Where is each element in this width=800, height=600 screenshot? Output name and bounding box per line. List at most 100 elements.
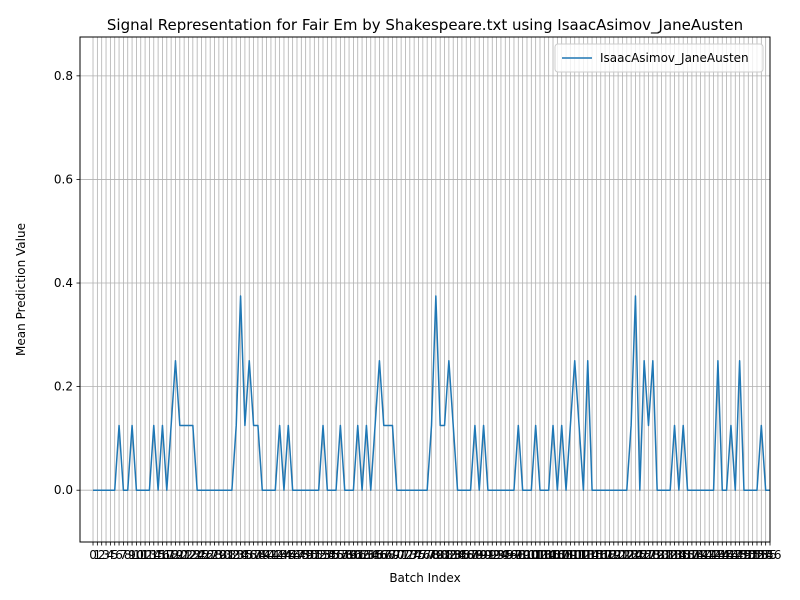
x-tick-label: 7 bbox=[120, 548, 128, 562]
x-tick-label: 138 bbox=[680, 548, 703, 562]
x-tick-label: 156 bbox=[759, 548, 782, 562]
x-tick-label: 61 bbox=[350, 548, 365, 562]
x-tick-label: 90 bbox=[476, 548, 491, 562]
x-tick-label: 22 bbox=[181, 548, 196, 562]
x-tick-label: 59 bbox=[341, 548, 356, 562]
x-tick-label: 57 bbox=[333, 548, 348, 562]
x-tick-label: 89 bbox=[472, 548, 487, 562]
x-tick-label: 149 bbox=[728, 548, 751, 562]
x-tick-label: 66 bbox=[372, 548, 387, 562]
legend-label: IsaacAsimov_JaneAusten bbox=[600, 51, 749, 65]
x-tick-label: 92 bbox=[485, 548, 500, 562]
x-tick-label: 95 bbox=[498, 548, 513, 562]
series-layer bbox=[93, 295, 770, 491]
x-tick-label: 144 bbox=[706, 548, 729, 562]
x-tick-label: 121 bbox=[607, 548, 630, 562]
y-tick-label: 0.8 bbox=[54, 69, 73, 83]
x-tick-label: 67 bbox=[376, 548, 391, 562]
x-tick-label: 33 bbox=[229, 548, 244, 562]
x-tick-label: 29 bbox=[211, 548, 226, 562]
y-axis-label: Mean Prediction Value bbox=[14, 223, 28, 356]
x-tick-label: 85 bbox=[454, 548, 469, 562]
x-tick-label: 126 bbox=[628, 548, 651, 562]
x-tick-label: 9 bbox=[128, 548, 136, 562]
x-tick-label: 46 bbox=[285, 548, 300, 562]
x-tick-label: 2 bbox=[98, 548, 106, 562]
x-tick-label: 56 bbox=[328, 548, 343, 562]
x-tick-label: 155 bbox=[754, 548, 777, 562]
grid bbox=[80, 37, 771, 542]
x-tick-label: 91 bbox=[480, 548, 495, 562]
x-tick-label: 65 bbox=[367, 548, 382, 562]
x-tick-label: 135 bbox=[667, 548, 690, 562]
x-tick-label: 83 bbox=[446, 548, 461, 562]
x-tick-label: 118 bbox=[594, 548, 617, 562]
x-tick-label: 21 bbox=[177, 548, 192, 562]
x-tick-label: 72 bbox=[398, 548, 413, 562]
x-tick-label: 119 bbox=[598, 548, 621, 562]
x-tick-label: 41 bbox=[263, 548, 278, 562]
x-tick-label: 37 bbox=[246, 548, 261, 562]
x-tick-label: 107 bbox=[546, 548, 569, 562]
x-tick-label: 81 bbox=[437, 548, 452, 562]
x-tick-label: 106 bbox=[542, 548, 565, 562]
x-tick-label: 39 bbox=[255, 548, 270, 562]
x-tick-label: 112 bbox=[568, 548, 591, 562]
x-tick-label: 4 bbox=[107, 548, 115, 562]
x-ticks: 0123456789101112131415161718192021222324… bbox=[89, 542, 781, 562]
x-tick-label: 104 bbox=[533, 548, 556, 562]
x-tick-label: 111 bbox=[563, 548, 586, 562]
x-axis-label: Batch Index bbox=[389, 571, 460, 585]
x-tick-label: 87 bbox=[463, 548, 478, 562]
x-tick-label: 71 bbox=[393, 548, 408, 562]
x-tick-label: 139 bbox=[685, 548, 708, 562]
x-tick-label: 153 bbox=[746, 548, 769, 562]
x-tick-label: 79 bbox=[428, 548, 443, 562]
x-tick-label: 128 bbox=[637, 548, 660, 562]
x-tick-label: 145 bbox=[711, 548, 734, 562]
x-tick-label: 141 bbox=[693, 548, 716, 562]
x-tick-label: 1 bbox=[94, 548, 102, 562]
x-tick-label: 82 bbox=[441, 548, 456, 562]
x-tick-label: 51 bbox=[307, 548, 322, 562]
x-tick-label: 45 bbox=[281, 548, 296, 562]
x-tick-label: 3 bbox=[102, 548, 110, 562]
x-tick-label: 28 bbox=[207, 548, 222, 562]
x-tick-label: 99 bbox=[515, 548, 530, 562]
x-tick-label: 20 bbox=[172, 548, 187, 562]
x-tick-label: 60 bbox=[346, 548, 361, 562]
x-tick-label: 77 bbox=[420, 548, 435, 562]
x-tick-label: 43 bbox=[272, 548, 287, 562]
x-tick-label: 63 bbox=[359, 548, 374, 562]
x-tick-label: 115 bbox=[581, 548, 604, 562]
x-tick-label: 103 bbox=[529, 548, 552, 562]
x-tick-label: 125 bbox=[624, 548, 647, 562]
x-tick-label: 88 bbox=[467, 548, 482, 562]
x-tick-label: 13 bbox=[142, 548, 157, 562]
x-tick-label: 64 bbox=[363, 548, 378, 562]
x-tick-label: 75 bbox=[411, 548, 426, 562]
x-tick-label: 50 bbox=[302, 548, 317, 562]
x-tick-label: 148 bbox=[724, 548, 747, 562]
x-tick-label: 25 bbox=[194, 548, 209, 562]
x-tick-label: 36 bbox=[242, 548, 257, 562]
x-tick-label: 68 bbox=[380, 548, 395, 562]
x-tick-label: 96 bbox=[502, 548, 517, 562]
x-tick-label: 12 bbox=[137, 548, 152, 562]
x-tick-label: 76 bbox=[415, 548, 430, 562]
x-tick-label: 105 bbox=[537, 548, 560, 562]
x-tick-label: 94 bbox=[493, 548, 508, 562]
x-tick-label: 11 bbox=[133, 548, 148, 562]
x-tick-label: 154 bbox=[750, 548, 773, 562]
x-tick-label: 6 bbox=[115, 548, 123, 562]
x-tick-label: 152 bbox=[741, 548, 764, 562]
x-tick-label: 110 bbox=[559, 548, 582, 562]
x-tick-label: 38 bbox=[250, 548, 265, 562]
x-tick-label: 100 bbox=[516, 548, 539, 562]
x-tick-label: 78 bbox=[424, 548, 439, 562]
x-tick-label: 40 bbox=[259, 548, 274, 562]
x-tick-label: 102 bbox=[524, 548, 547, 562]
x-tick-label: 30 bbox=[216, 548, 231, 562]
x-tick-label: 15 bbox=[150, 548, 165, 562]
